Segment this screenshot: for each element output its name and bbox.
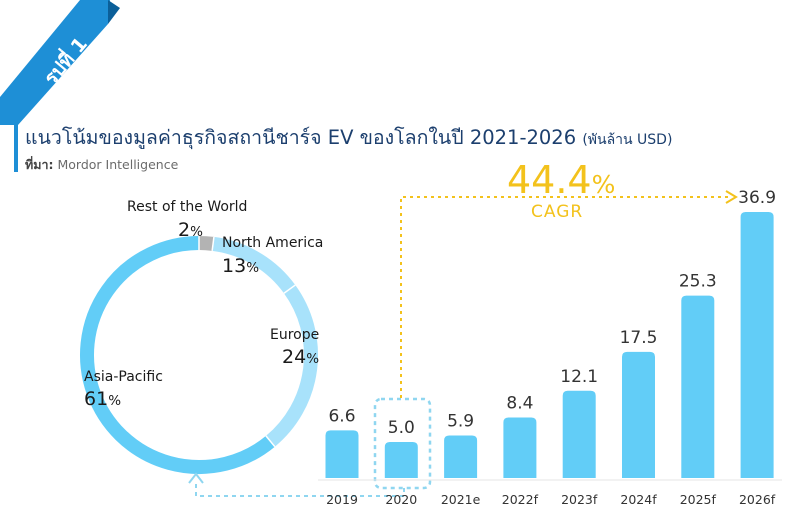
region-donut [80, 235, 318, 474]
bar-value-label: 17.5 [620, 328, 658, 348]
cagr-value: 44.4 [507, 158, 592, 202]
bar-value-label: 6.6 [328, 406, 355, 426]
x-tick-label: 2021e [441, 492, 481, 507]
bar-value-label: 25.3 [679, 272, 717, 292]
slice-unit-eu: % [306, 351, 319, 367]
x-tick-label: 2019 [326, 492, 358, 507]
slice-label-eu-value: 24% [282, 346, 319, 368]
bar-2022f [503, 417, 537, 478]
slice-label-row-value: 2% [178, 219, 203, 241]
slice-value-row: 2 [178, 219, 190, 241]
slice-label-ap-value: 61% [84, 388, 121, 410]
donut-separator [283, 284, 296, 294]
x-tick-label: 2025f [680, 492, 717, 507]
bar-value-label: 36.9 [738, 188, 776, 208]
source-label: ที่มา: [25, 157, 54, 172]
bar-value-label: 12.1 [560, 367, 598, 387]
donut-separator [211, 236, 215, 251]
cagr-annotation: 44.4% [507, 158, 615, 202]
source-line: ที่มา: Mordor Intelligence [25, 155, 178, 175]
donut-labels: Rest of the World 2% North America 13% E… [84, 199, 323, 410]
bar-2020 [384, 441, 418, 478]
bar-2023f [562, 390, 596, 478]
title-rule [14, 122, 18, 172]
banner-ribbon [0, 0, 110, 125]
slice-unit-ap: % [108, 393, 121, 409]
banner-ribbon-fold [108, 0, 120, 24]
cagr-unit: % [592, 170, 616, 199]
cagr-label: CAGR [531, 202, 583, 222]
x-tick-label: 2022f [502, 492, 539, 507]
slice-value-ap: 61 [84, 388, 108, 410]
bar-2024f [622, 351, 655, 478]
cagr-arrowhead [725, 190, 738, 204]
bar-series: 6.6 2019 5.0 2020 5.9 2021e 8.4 2022f 12.1 2023f 1… [325, 188, 776, 507]
bar-value-label: 8.4 [506, 393, 533, 413]
slice-value-na: 13 [222, 255, 246, 277]
slice-unit-row: % [190, 224, 203, 240]
donut-slice-rest-of-the-world [198, 235, 214, 251]
title-unit: (พันล้าน USD) [582, 132, 673, 148]
slice-unit-na: % [246, 260, 259, 276]
slice-value-eu: 24 [282, 346, 306, 368]
donut-slice-asia-pacific [80, 236, 275, 474]
donut-slice-europe [265, 285, 318, 447]
bar-2021e [444, 435, 478, 478]
x-tick-label: 2020 [385, 492, 417, 507]
title-text: แนวโน้มของมูลค่าธุรกิจสถานีชาร์จ EV ของโ… [25, 126, 577, 149]
x-tick-label: 2023f [561, 492, 598, 507]
donut-separator [265, 435, 276, 448]
bar-2019 [325, 430, 359, 478]
figure-banner: รูปที่ 1 [0, 0, 120, 125]
highlight-2020-frame [373, 397, 432, 490]
bar-value-label: 5.9 [447, 411, 474, 431]
chart-title: แนวโน้มของมูลค่าธุรกิจสถานีชาร์จ EV ของโ… [25, 122, 672, 153]
slice-label-row-name: Rest of the World [127, 199, 247, 215]
slice-label-eu-name: Europe [270, 327, 319, 343]
slice-label-na-name: North America [222, 235, 323, 251]
x-tick-label: 2024f [620, 492, 657, 507]
donut-slice-north-america [211, 236, 296, 294]
slice-label-na-value: 13% [222, 255, 259, 277]
donut-to-2020-connector [195, 484, 405, 497]
bar-2025f [681, 295, 715, 478]
x-tick-label: 2026f [739, 492, 776, 507]
donut-connector-arrowhead [188, 472, 204, 484]
source-name: Mordor Intelligence [57, 157, 179, 172]
bar-2026f [740, 212, 774, 478]
bar-value-label: 5.0 [388, 418, 415, 438]
slice-label-ap-name: Asia-Pacific [84, 369, 163, 385]
